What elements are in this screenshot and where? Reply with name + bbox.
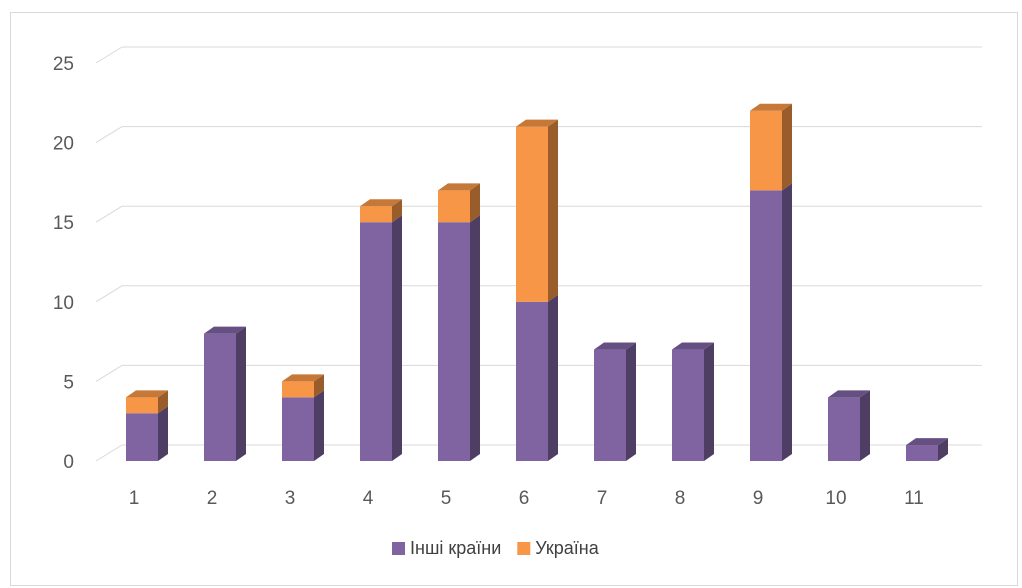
x-tick-label: 5 <box>441 488 452 509</box>
bar-top <box>204 326 246 334</box>
y-axis-ticks: 0 5 10 15 20 25 <box>53 54 74 473</box>
bar-segment-side <box>626 342 636 461</box>
bar-segment-side <box>236 326 246 461</box>
bar-top <box>360 199 402 207</box>
gridline-slant <box>95 285 123 303</box>
bar-segment-front <box>204 333 236 461</box>
legend-swatch <box>517 542 531 555</box>
bar-top <box>672 342 714 350</box>
bar-top <box>594 342 636 350</box>
bar-segment-front <box>828 397 860 461</box>
bar-top <box>828 390 870 398</box>
bar-segment-front <box>516 126 548 302</box>
bar-top <box>126 390 168 398</box>
bar-segment-side <box>314 374 324 398</box>
gridline-slant <box>95 364 123 382</box>
bar-segment-front <box>438 190 470 223</box>
x-tick-label: 1 <box>129 488 140 509</box>
bar-segment-front <box>126 397 158 414</box>
x-tick-label: 4 <box>363 488 374 509</box>
bar-segment-front <box>126 413 158 461</box>
legend: Інші країни Україна <box>392 538 600 558</box>
y-tick-label: 5 <box>63 372 74 393</box>
bar-top <box>750 103 792 111</box>
bar-segment-side <box>470 215 480 461</box>
bar-segment-side <box>158 406 168 461</box>
bar-segment-front <box>906 445 938 461</box>
y-tick-label: 0 <box>63 452 74 473</box>
x-tick-label: 9 <box>753 488 764 509</box>
y-tick-label: 25 <box>53 54 74 75</box>
bar-segment-front <box>516 301 548 461</box>
bar-segment-front <box>594 349 626 461</box>
y-tick-label: 10 <box>53 293 74 314</box>
legend-swatch <box>392 542 405 555</box>
chart-frame <box>10 12 1018 586</box>
gridline-slant <box>95 444 123 462</box>
gridline-slant <box>95 126 123 144</box>
legend-label: Інші країни <box>410 538 501 558</box>
x-tick-label: 6 <box>519 488 530 509</box>
x-tick-label: 11 <box>904 488 924 509</box>
bar-top <box>516 119 558 127</box>
bar-segment-front <box>360 222 392 461</box>
bar-segment-front <box>750 110 782 191</box>
bar-segment-side <box>314 390 324 461</box>
bar-top <box>906 438 948 446</box>
bar-segment-side <box>548 294 558 461</box>
bars <box>126 103 948 462</box>
x-tick-label: 10 <box>825 488 846 509</box>
bar-segment-side <box>158 390 168 414</box>
bar-segment-side <box>548 119 558 302</box>
bar-segment-side <box>392 199 402 223</box>
x-tick-label: 3 <box>285 488 296 509</box>
bar-top <box>438 183 480 191</box>
y-tick-label: 20 <box>53 134 74 155</box>
bar-segment-side <box>860 390 870 461</box>
bar-segment-front <box>282 381 314 398</box>
bar-segment-side <box>704 342 714 461</box>
bar-segment-front <box>672 349 704 461</box>
x-axis-ticks: 1 2 3 4 5 6 7 8 9 10 11 <box>129 488 924 509</box>
bar-top <box>282 374 324 382</box>
x-tick-label: 8 <box>675 488 686 509</box>
bar-segment-front <box>360 206 392 223</box>
bar-segment-side <box>782 103 792 191</box>
bar-segment-side <box>938 438 948 461</box>
x-tick-label: 2 <box>207 488 218 509</box>
gridline-slant <box>95 46 123 64</box>
bar-segment-side <box>782 183 792 462</box>
bar-segment-front <box>438 222 470 461</box>
gridline-slant <box>95 205 123 223</box>
bar-segment-side <box>392 215 402 461</box>
legend-label: Україна <box>535 538 599 558</box>
x-tick-label: 7 <box>597 488 608 509</box>
bar-segment-front <box>282 397 314 461</box>
y-tick-label: 15 <box>53 213 74 234</box>
bar-segment-front <box>750 190 782 462</box>
bar-segment-side <box>470 183 480 223</box>
